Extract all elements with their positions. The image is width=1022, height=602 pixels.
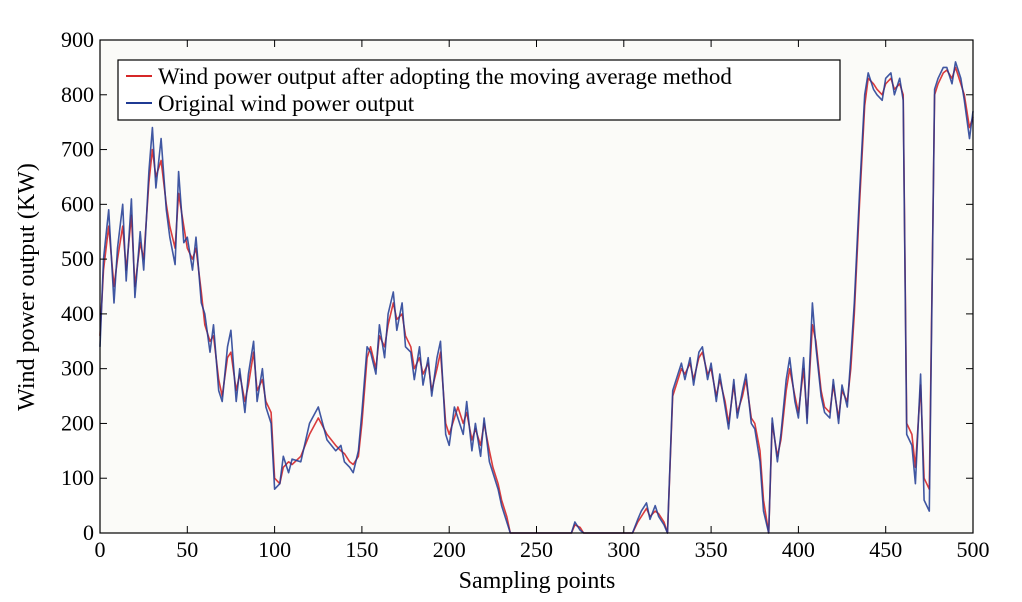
y-tick-label: 100 [61,465,94,490]
x-tick-label: 400 [782,537,815,562]
y-tick-label: 300 [61,356,94,381]
x-tick-label: 250 [520,537,553,562]
x-tick-label: 150 [345,537,378,562]
y-tick-label: 500 [61,246,94,271]
y-tick-label: 0 [83,520,94,545]
legend-label-original: Original wind power output [158,91,415,116]
x-tick-label: 500 [957,537,990,562]
y-tick-label: 400 [61,301,94,326]
series-line-original [99,61,974,534]
x-tick-label: 200 [433,537,466,562]
y-tick-label: 900 [61,27,94,52]
y-tick-label: 200 [61,410,94,435]
legend: Wind power output after adopting the mov… [117,59,841,121]
x-tick-label: 0 [95,537,106,562]
legend-box [117,59,841,121]
y-tick-label: 600 [61,191,94,216]
x-tick-label: 300 [607,537,640,562]
tick-layer: 0 50 100 150 200 250 300 350 400 450 500 0 100 200 300… [61,27,990,562]
plot-area [100,40,973,533]
x-tick-label: 50 [176,537,198,562]
y-axis-title: Wind power output (KW) [14,163,40,411]
x-axis-title: Sampling points [459,568,616,594]
x-tick-label: 450 [869,537,902,562]
y-tick-label: 800 [61,82,94,107]
x-tick-label: 350 [695,537,728,562]
y-tick-label: 700 [61,137,94,162]
x-tick-label: 100 [258,537,291,562]
series-layer [99,61,974,534]
legend-label-smoothed: Wind power output after adopting the mov… [158,64,732,89]
